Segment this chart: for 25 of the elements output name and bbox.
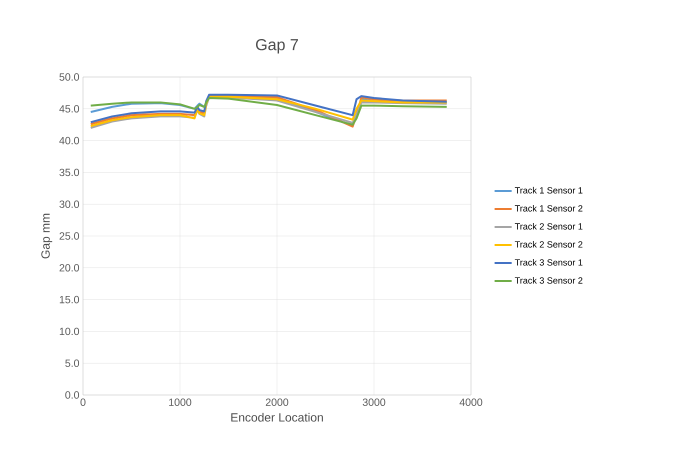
x-tick-label: 0	[80, 398, 86, 406]
x-tick-label: 4000	[460, 398, 482, 406]
x-tick-label: 2000	[266, 398, 288, 406]
y-tick-label: 15.0	[60, 296, 80, 304]
legend-label: Track 1 Sensor 1	[514, 186, 582, 194]
legend-label: Track 2 Sensor 1	[514, 222, 582, 230]
y-tick-label: 10.0	[60, 328, 80, 336]
y-tick-label: 0.0	[65, 391, 80, 399]
y-axis-title: Gap mm	[41, 214, 52, 258]
y-tick-label: 25.0	[60, 232, 80, 240]
x-tick-label: 1000	[169, 398, 192, 406]
x-axis-title: Encoder Location	[231, 412, 323, 422]
legend-label: Track 2 Sensor 2	[514, 241, 582, 248]
chart-title: Gap 7	[256, 38, 298, 54]
x-tick-label: 3000	[362, 398, 386, 406]
y-tick-label: 30.0	[59, 200, 80, 208]
y-tick-label: 40.0	[59, 136, 80, 144]
y-tick-label: 5.0	[65, 359, 80, 367]
legend-label: Track 3 Sensor 1	[514, 259, 582, 266]
y-tick-label: 35.0	[59, 168, 80, 176]
legend-label: Track 1 Sensor 2	[514, 204, 582, 212]
y-tick-label: 20.0	[60, 264, 80, 272]
y-tick-label: 50.0	[59, 73, 80, 81]
legend-label: Track 3 Sensor 2	[514, 277, 582, 284]
y-tick-label: 45.0	[59, 105, 80, 113]
